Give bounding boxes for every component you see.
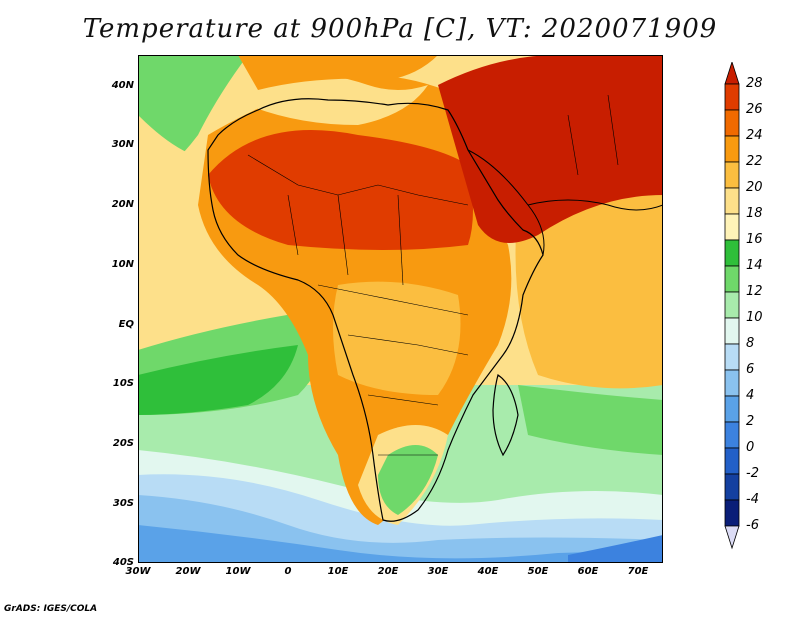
colorbar-tick-label: 2 [746,414,755,429]
country-borders [247,94,619,456]
colorbar-tick-label: 14 [746,258,763,273]
lon-label-60e: 60E [577,566,599,577]
temp-band-16-atlantic [138,345,298,415]
colorbar-tick-label: 18 [746,206,763,221]
colorbar-tick-label: 16 [746,232,763,247]
colorbar-tick-label: 24 [746,128,763,143]
colorbar-tick-label: 28 [746,76,763,91]
lat-label-10s: 10S [112,378,134,389]
lat-label-30s: 30S [112,498,134,509]
lon-label-10w: 10W [225,566,251,577]
colorbar-swatch [724,317,740,345]
colorbar-swatch [724,83,740,111]
colorbar-swatch [724,135,740,163]
credit-text: GrADS: IGES/COLA [4,604,98,614]
lon-label-10e: 10E [327,566,349,577]
lat-label-20n: 20N [111,199,134,210]
mediterranean-mild [248,71,428,125]
colorbar-swatch [724,213,740,241]
colorbar-tick-label: 4 [746,388,755,403]
colorbar-swatch [724,265,740,293]
lon-label-40e: 40E [477,566,499,577]
temperature-map [138,55,663,563]
colorbar-tick-label: 22 [746,154,763,169]
colorbar-swatch [724,343,740,371]
map-frame [138,55,663,563]
colorbar-swatch [724,161,740,189]
colorbar-tick-label: 26 [746,102,763,117]
lat-label-10n: 10N [111,259,134,270]
europe-warm [238,55,438,90]
colorbar-swatch [724,473,740,501]
colorbar-tick-label: 6 [746,362,755,377]
colorbar-tick-label: -6 [746,518,759,533]
lon-label-30w: 30W [125,566,151,577]
colorbar-top-arrow [724,62,740,85]
colorbar-swatch [724,291,740,319]
temp-band-14-indian [518,385,663,455]
lat-label-40s: 40S [112,557,134,568]
colorbar-tick-label: 12 [746,284,763,299]
southern-africa-green [378,445,438,515]
colorbar-bottom-arrow [724,525,740,550]
lon-label-50e: 50E [527,566,549,577]
lon-label-20w: 20W [175,566,201,577]
colorbar-swatch [724,239,740,267]
lat-label-40n: 40N [111,80,134,91]
temp-band-20-indian [515,191,663,389]
colorbar-swatch [724,447,740,475]
lon-label-70e: 70E [627,566,649,577]
lat-label-eq: EQ [118,319,134,330]
colorbar-tick-label: -2 [746,466,759,481]
colorbar-swatch [724,109,740,137]
lat-label-30n: 30N [111,139,134,150]
sahara-hot [208,130,473,250]
red-sea-coast [467,149,545,256]
lon-label-20e: 20E [377,566,399,577]
colorbar-tick-label: 8 [746,336,755,351]
colorbar [724,62,740,550]
colorbar-tick-label: 10 [746,310,763,325]
colorbar-swatch [724,369,740,397]
temp-band-18-north [138,115,193,205]
colorbar-swatch [724,499,740,527]
middle-east-hot [438,55,663,243]
lat-label-20s: 20S [112,438,134,449]
lon-label-0: 0 [284,566,292,577]
colorbar-swatch [724,187,740,215]
colorbar-tick-label: 20 [746,180,763,195]
madagascar-coastline [492,374,519,457]
arabia-coast [527,199,663,211]
temp-band-4 [138,525,663,563]
colorbar-tick-label: 0 [746,440,755,455]
chart-title: Temperature at 900hPa [C], VT: 202007190… [82,14,718,44]
map-canvas [138,55,663,563]
colorbar-swatch [724,421,740,449]
africa-coastline [207,98,544,522]
colorbar-swatch [724,395,740,423]
central-africa-moderate [333,281,461,395]
temp-band-2 [568,535,663,563]
colorbar-tick-label: -4 [746,492,759,507]
lon-label-30e: 30E [427,566,449,577]
